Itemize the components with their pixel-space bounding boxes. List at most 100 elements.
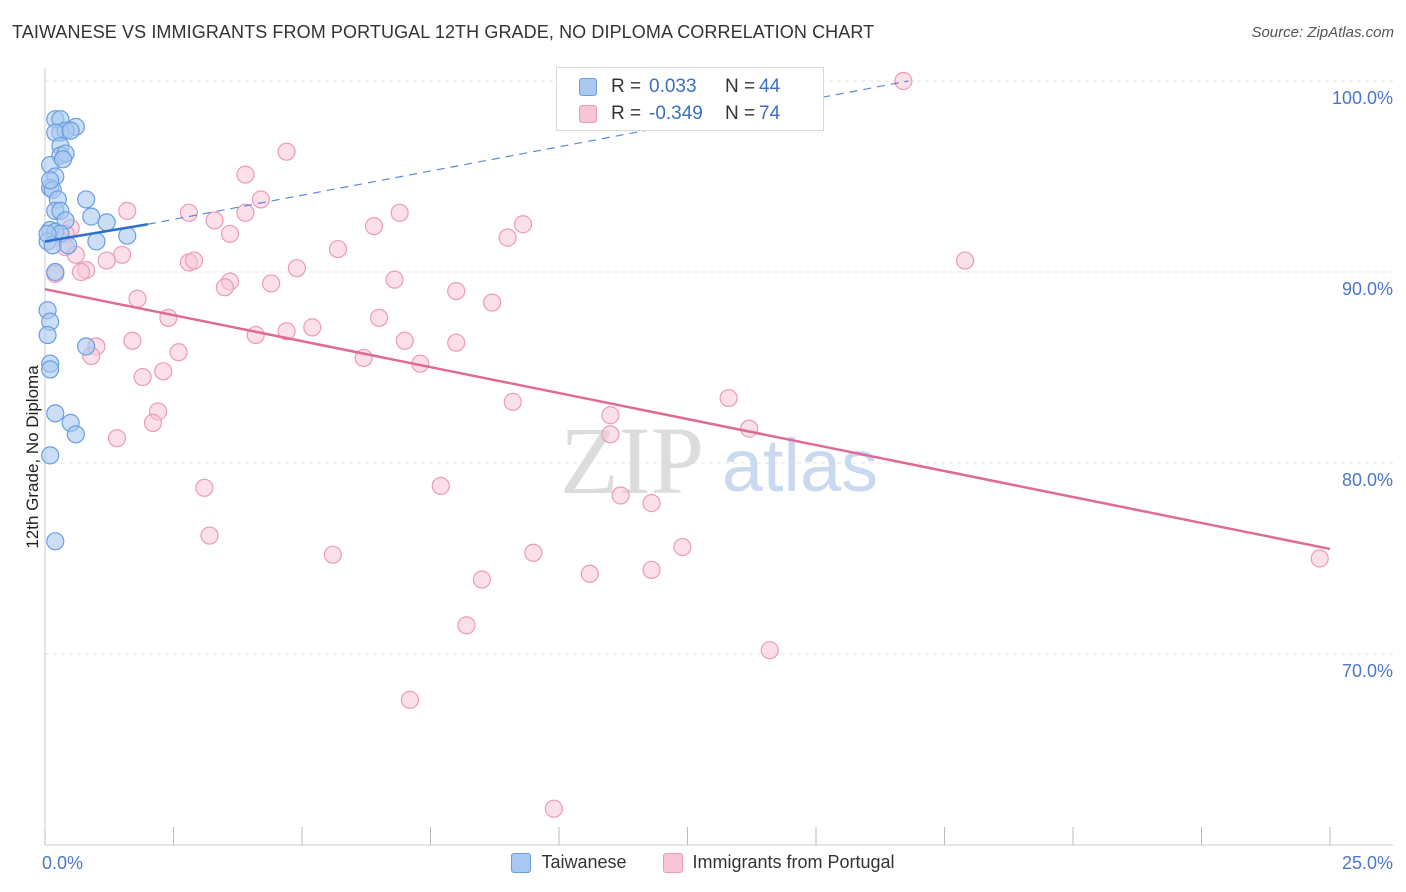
data-point-portugal <box>395 331 414 350</box>
legend-n-label: N = <box>725 103 756 124</box>
data-point-portugal <box>483 293 502 312</box>
data-point-portugal <box>205 211 224 230</box>
data-point-portugal <box>143 413 163 432</box>
data-point-portugal <box>200 526 219 545</box>
legend-swatch-pink <box>579 105 597 123</box>
data-point-portugal <box>277 142 296 161</box>
data-point-portugal <box>97 251 116 270</box>
data-point-portugal <box>123 331 142 350</box>
data-point-portugal <box>524 543 543 562</box>
data-point-portugal <box>236 165 255 184</box>
legend-r-value: 0.033 <box>649 76 697 97</box>
legend-row-portugal: R = -0.349 N = 74 <box>579 101 780 127</box>
data-point-portugal <box>642 494 661 513</box>
tick-labels: 100.0% 90.0% 80.0% 70.0% 0.0% 25.0% <box>42 88 1393 873</box>
data-point-portugal <box>1310 549 1329 568</box>
data-point-portugal <box>472 570 491 589</box>
chart-title: TAIWANESE VS IMMIGRANTS FROM PORTUGAL 12… <box>12 22 875 42</box>
legend-r-label: R = <box>611 76 642 97</box>
data-point-portugal <box>323 545 342 564</box>
data-point-taiwanese <box>77 190 96 209</box>
data-point-taiwanese <box>97 213 116 232</box>
data-point-taiwanese <box>41 360 60 379</box>
data-point-portugal <box>740 419 759 438</box>
data-point-portugal <box>544 799 563 818</box>
data-point-taiwanese <box>82 207 101 226</box>
data-point-taiwanese <box>46 532 65 551</box>
data-point-portugal <box>601 425 620 444</box>
data-point-portugal <box>611 486 630 505</box>
trend-line-taiwanese <box>44 223 149 243</box>
data-point-portugal <box>390 203 409 222</box>
data-point-portugal <box>236 203 255 222</box>
data-point-portugal <box>894 71 913 91</box>
data-point-portugal <box>118 201 137 220</box>
data-point-portugal <box>169 343 188 362</box>
series-legend: Taiwanese Immigrants from Portugal <box>0 852 1406 873</box>
data-point-taiwanese <box>41 171 60 190</box>
legend-item-taiwanese[interactable]: Taiwanese <box>511 852 627 873</box>
data-point-taiwanese <box>38 325 57 345</box>
data-point-portugal <box>303 318 322 337</box>
data-point-portugal <box>179 203 199 222</box>
data-point-portugal <box>513 215 533 234</box>
data-point-portugal <box>251 190 270 209</box>
y-tick-label: 100.0% <box>1332 88 1393 108</box>
y-tick-label: 80.0% <box>1342 470 1393 490</box>
data-point-portugal <box>107 429 127 448</box>
y-tick-label: 70.0% <box>1342 661 1393 681</box>
data-point-portugal <box>447 282 466 301</box>
legend-label-portugal: Immigrants from Portugal <box>692 852 895 872</box>
data-point-taiwanese <box>46 404 65 423</box>
data-point-portugal <box>601 406 620 425</box>
legend-item-portugal[interactable]: Immigrants from Portugal <box>662 852 895 873</box>
legend-r-value: -0.349 <box>649 103 703 124</box>
data-point-taiwanese <box>66 425 85 444</box>
data-point-portugal <box>457 616 476 635</box>
legend-n-value: 44 <box>759 76 781 97</box>
legend-row-taiwanese: R = 0.033 N = 44 <box>579 74 780 100</box>
watermark-zip: ZIP <box>560 407 704 514</box>
stats-legend: R = 0.033 N = 44 R = -0.349 N = 74 <box>556 67 824 131</box>
trend-line-portugal <box>44 287 1331 551</box>
data-point-portugal <box>277 322 296 341</box>
data-point-taiwanese <box>46 262 65 282</box>
data-point-portugal <box>184 251 204 270</box>
x-tick-label: 0.0% <box>42 853 83 873</box>
data-point-portugal <box>673 537 692 557</box>
legend-r-label: R = <box>611 103 642 124</box>
data-point-portugal <box>719 388 738 408</box>
legend-n-label: N = <box>725 76 756 97</box>
data-point-portugal <box>642 560 661 580</box>
data-point-portugal <box>955 251 975 270</box>
data-point-taiwanese <box>77 337 96 356</box>
legend-swatch-blue <box>579 78 597 96</box>
data-point-taiwanese <box>53 150 73 169</box>
data-point-portugal <box>215 278 234 297</box>
y-axis-label: 12th Grade, No Diploma <box>23 365 42 549</box>
data-point-taiwanese <box>38 224 57 243</box>
data-point-taiwanese <box>41 446 60 465</box>
data-point-taiwanese <box>87 232 106 251</box>
data-point-portugal <box>385 270 404 289</box>
legend-label-taiwanese: Taiwanese <box>541 852 627 872</box>
data-point-portugal <box>195 478 214 497</box>
data-point-portugal <box>498 228 517 247</box>
data-point-taiwanese <box>61 121 80 140</box>
blue-series <box>38 110 137 551</box>
legend-swatch-blue <box>511 852 532 873</box>
data-point-portugal <box>220 224 240 243</box>
data-point-portugal <box>246 325 265 345</box>
data-point-portugal <box>133 367 152 387</box>
data-point-portugal <box>447 333 466 352</box>
data-point-portugal <box>431 476 450 496</box>
source-label: Source: ZipAtlas.com <box>1251 24 1394 41</box>
data-point-portugal <box>580 564 599 583</box>
legend-swatch-pink <box>662 852 683 873</box>
data-point-portugal <box>503 392 522 411</box>
watermark-atlas: atlas <box>722 424 878 507</box>
data-point-portugal <box>760 641 779 660</box>
data-point-portugal <box>71 262 91 282</box>
data-point-portugal <box>112 245 132 264</box>
